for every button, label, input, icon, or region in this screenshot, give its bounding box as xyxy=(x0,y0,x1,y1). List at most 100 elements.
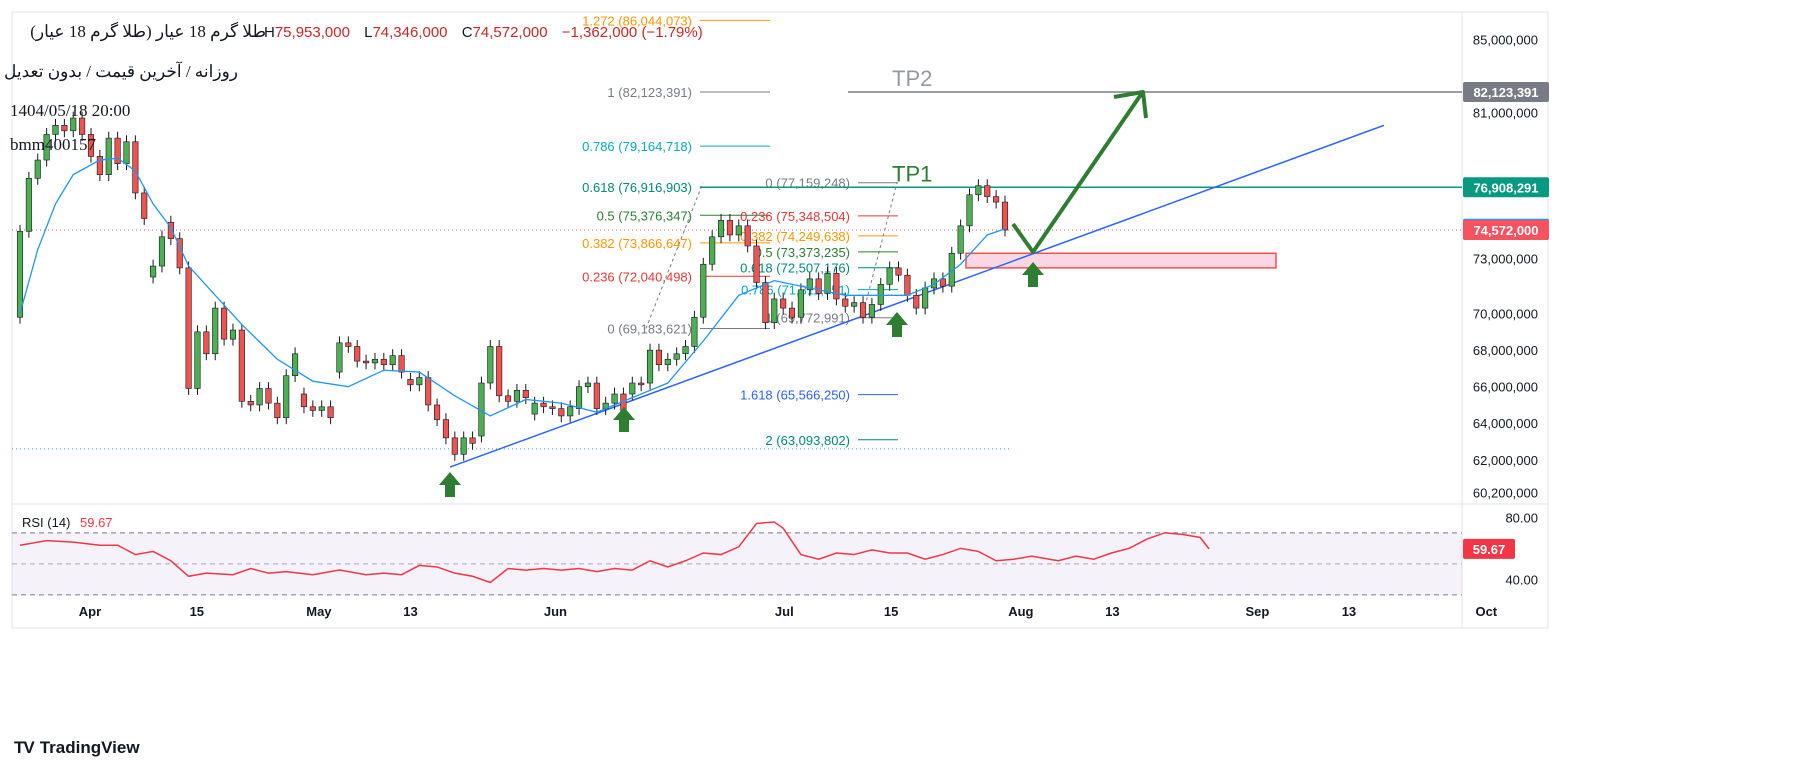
candles xyxy=(16,111,1009,461)
candle-down xyxy=(185,267,192,389)
ema-line xyxy=(19,157,1006,417)
candle-down xyxy=(842,298,849,307)
candle-down xyxy=(1001,201,1009,231)
candle-down xyxy=(638,382,645,386)
candle-down xyxy=(132,141,139,194)
candle-up xyxy=(513,390,520,402)
time-tick-label: 13 xyxy=(403,604,417,619)
candle-down xyxy=(496,346,503,397)
chart-datetime: 1404/05/18 20:00 xyxy=(10,101,131,120)
fib-level-label: 2 (63,093,802) xyxy=(765,433,850,448)
price-axis: 60,200,000 62,000,000 64,000,000 66,000,000… xyxy=(1473,32,1538,500)
price-tick-label: 85,000,000 xyxy=(1473,32,1538,47)
candle-up xyxy=(256,388,263,406)
candle-down xyxy=(469,437,476,444)
candle-down xyxy=(939,278,946,287)
candle-down xyxy=(993,196,1000,203)
candle-up xyxy=(70,117,77,132)
fib-level-label: 0.382 (74,249,638) xyxy=(740,229,850,244)
time-tick-label: Jun xyxy=(544,604,567,619)
candle-down xyxy=(203,331,210,355)
candle-up xyxy=(682,346,689,355)
candle-down xyxy=(549,406,556,409)
candle-down xyxy=(300,393,308,408)
candle-up xyxy=(460,437,467,455)
time-tick-label: 15 xyxy=(190,604,204,619)
candle-up xyxy=(283,375,290,419)
price-tag xyxy=(1463,177,1549,198)
candle-up xyxy=(922,287,929,309)
fib-level-label: 1.272 (86,044,073) xyxy=(582,13,692,28)
candle-down xyxy=(425,377,432,406)
candle-up xyxy=(318,406,325,411)
candle-down xyxy=(221,307,228,340)
candle-down xyxy=(558,408,565,417)
candle-down xyxy=(265,388,272,404)
candle-up xyxy=(806,278,813,291)
candle-up xyxy=(735,225,742,236)
candle-up xyxy=(25,178,32,232)
rsi-value-label: 59.67 xyxy=(80,515,113,530)
candle-down xyxy=(451,437,458,455)
candle-down xyxy=(913,294,920,309)
fib-level-label: 0 (77,159,248) xyxy=(765,176,850,191)
candle-down xyxy=(753,245,760,283)
time-axis: Apr 15 May 13 Jun Jul 15 Aug 13 Sep 13 Oct xyxy=(79,604,1498,619)
tradingview-logo-icon: TV xyxy=(14,738,35,757)
price-tag-label: 74,572,000 xyxy=(1473,223,1538,238)
candle-up xyxy=(584,382,591,387)
support-arrows xyxy=(439,262,1044,497)
chart-user: bmm400157 xyxy=(10,135,96,154)
price-tick-label: 70,000,000 xyxy=(1473,307,1538,322)
candle-down xyxy=(345,342,352,347)
candle-up xyxy=(150,265,157,278)
ohlc-low: 74,346,000 xyxy=(372,24,448,41)
candle-down xyxy=(442,419,449,439)
candle-down xyxy=(309,406,316,411)
candle-down xyxy=(895,267,902,276)
candle-up xyxy=(948,252,955,287)
time-tick-label: 13 xyxy=(1105,604,1119,619)
ohlc-high: 75,953,000 xyxy=(274,24,350,41)
projection-path xyxy=(1011,91,1144,254)
candle-up xyxy=(851,302,858,307)
price-tick-label: 68,000,000 xyxy=(1473,343,1538,358)
green-up-arrow-icon xyxy=(886,312,908,337)
projection-arrow xyxy=(1011,90,1148,254)
candle-up xyxy=(194,331,201,389)
fib-level-label: 0.236 (75,348,504) xyxy=(740,209,850,224)
candle-up xyxy=(771,298,778,324)
candle-up xyxy=(389,355,396,366)
candle-down xyxy=(327,406,334,419)
tp1-label: TP1 xyxy=(892,161,932,186)
price-tick-label: 62,000,000 xyxy=(1473,453,1538,468)
time-tick-label: Sep xyxy=(1245,604,1269,619)
candle-down xyxy=(815,278,822,294)
candle-up xyxy=(646,349,654,384)
tradingview-brand[interactable]: TV TradingView xyxy=(14,738,140,758)
candle-up xyxy=(487,346,494,384)
fib-anchor-line-right xyxy=(861,182,898,318)
candle-up xyxy=(930,278,938,289)
candle-up xyxy=(966,194,973,227)
candle-up xyxy=(797,289,804,318)
ohlc-close-label: C xyxy=(461,24,473,41)
candle-up xyxy=(16,231,24,318)
candle-up xyxy=(52,125,59,135)
candle-up xyxy=(629,382,636,395)
candle-up xyxy=(416,377,423,386)
tp2-label: TP2 xyxy=(892,66,932,91)
candle-down xyxy=(833,273,840,300)
price-tick-label: 73,000,000 xyxy=(1473,252,1538,267)
time-tick-label: 13 xyxy=(1342,604,1356,619)
fib-level-label: 0 (69,183,621) xyxy=(607,321,692,336)
candle-up xyxy=(531,402,538,415)
candle-down xyxy=(655,349,662,366)
ohlc-change: −1,362,000 (−1.79%) xyxy=(561,24,703,41)
time-tick-label: 15 xyxy=(884,604,898,619)
price-tick-label: 66,000,000 xyxy=(1473,380,1538,395)
candle-down xyxy=(904,274,911,296)
candle-down xyxy=(788,307,796,318)
fib-anchor-line-left xyxy=(645,182,704,329)
